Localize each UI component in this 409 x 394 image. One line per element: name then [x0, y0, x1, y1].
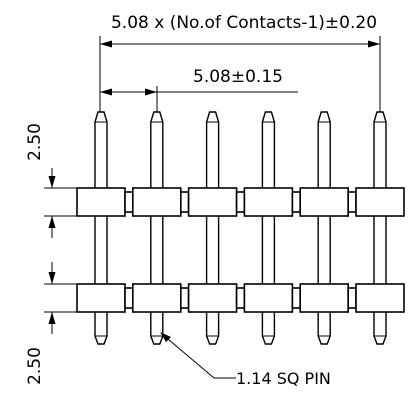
pitch-label: 5.08±0.15 — [193, 67, 283, 87]
insulator-web — [124, 191, 134, 213]
insulator-segment — [243, 283, 294, 313]
pin-callout-label: 1.14 SQ PIN — [236, 369, 331, 388]
insulator-segment — [355, 187, 405, 217]
dim-upper-arrow — [48, 176, 56, 188]
insulator-web — [235, 287, 246, 309]
pin-bottom-length-label: 2.50 — [25, 347, 45, 385]
insulator-web — [291, 287, 301, 309]
insulator-segment — [132, 187, 182, 217]
dim-mid-arrow-1 — [48, 216, 56, 228]
overall-arrow-left — [100, 40, 112, 48]
left-vertical-dimensions: 2.50 2.50 — [25, 123, 100, 385]
overall-length-label: 5.08 x (No.of Contacts-1)±0.20 — [111, 13, 377, 33]
insulator-web — [235, 191, 246, 213]
pin-callout-leader — [161, 333, 215, 379]
insulator-segment — [132, 283, 182, 313]
pin-top-length-label: 2.50 — [25, 123, 45, 161]
insulator-bodies — [76, 187, 405, 313]
insulator-web — [124, 287, 134, 309]
insulator-segment — [187, 187, 238, 217]
insulator-segment — [76, 283, 126, 313]
pitch-dimension: 5.08±0.15 — [100, 67, 298, 112]
insulator-segment — [243, 187, 294, 217]
insulator-segment — [76, 187, 126, 217]
insulator-web — [180, 191, 190, 213]
pin-callout: 1.14 SQ PIN — [160, 332, 331, 388]
dim-lower-arrow — [48, 312, 56, 324]
insulator-segment — [355, 283, 405, 313]
insulator-segment — [299, 187, 350, 217]
pin-callout-arrow — [160, 332, 171, 342]
insulator-segment — [299, 283, 350, 313]
insulator-web — [180, 287, 190, 309]
insulator-web — [291, 191, 301, 213]
insulator-web — [347, 287, 357, 309]
insulator-web — [347, 191, 357, 213]
pitch-arrow-left — [100, 88, 112, 96]
overall-arrow-right — [368, 40, 380, 48]
overall-length-dimension: 5.08 x (No.of Contacts-1)±0.20 — [99, 13, 381, 112]
pitch-arrow-right — [145, 88, 157, 96]
dim-mid-arrow-2 — [48, 272, 56, 284]
insulator-segment — [187, 283, 238, 313]
